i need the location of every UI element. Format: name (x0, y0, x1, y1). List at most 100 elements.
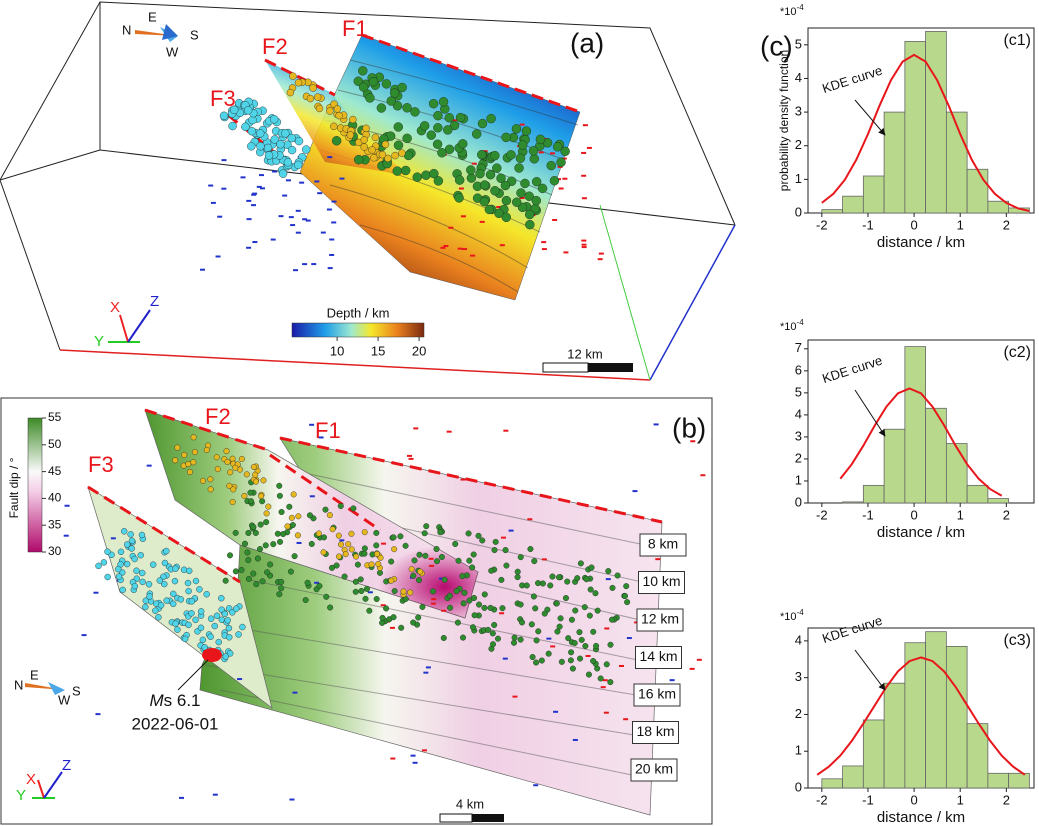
event-dot (171, 577, 179, 585)
event-dot (444, 113, 454, 123)
event-dot (368, 146, 376, 154)
event-dot (469, 564, 476, 571)
event-dot (281, 129, 290, 138)
bar (987, 200, 1010, 214)
x-tick-label: 0 (910, 217, 917, 232)
event-dot (157, 602, 165, 609)
event-dot (342, 551, 349, 558)
event-dot (519, 619, 526, 626)
panel-frame (0, 397, 713, 825)
event-dot (294, 532, 301, 539)
event-dot (475, 168, 485, 179)
event-dot (594, 607, 601, 614)
event-dot (503, 562, 510, 569)
event-dot (552, 142, 563, 152)
event-dot (466, 597, 473, 604)
event-dot (571, 640, 578, 647)
scale-bar (439, 813, 473, 823)
event-dot (491, 547, 498, 554)
event-dot (476, 601, 483, 608)
event-dot (353, 76, 364, 86)
event-dot (245, 529, 252, 536)
event-dot (458, 139, 468, 149)
event-dot (345, 541, 352, 548)
event-dot (455, 112, 466, 123)
event-dot (190, 459, 197, 466)
event-dot (475, 532, 482, 539)
event-dot (264, 569, 271, 576)
event-dot (213, 612, 221, 619)
event-dot (535, 134, 546, 145)
event-dot (459, 573, 466, 580)
event-dot (155, 614, 162, 621)
event-dot (363, 585, 370, 592)
event-dot (308, 540, 315, 547)
event-dot (517, 554, 524, 561)
event-dot (565, 635, 572, 642)
event-dot (415, 614, 422, 621)
event-dot (368, 561, 375, 568)
event-dot (609, 584, 616, 591)
multiplier: *10-4 (780, 3, 804, 18)
axis-triad: XY Z (16, 757, 71, 804)
event-dot (254, 555, 261, 562)
event-dot (568, 649, 575, 656)
event-dot (593, 642, 600, 649)
event-dot (521, 126, 532, 136)
bar (862, 175, 885, 214)
event-dot (352, 588, 359, 595)
scale-bar (542, 362, 589, 373)
event-dot (597, 675, 604, 682)
panel-label: (c3) (1003, 632, 1031, 649)
event-dot (460, 600, 467, 607)
event-dot (572, 607, 579, 614)
event-dot (262, 542, 269, 549)
event-dot (560, 146, 570, 157)
event-dot (329, 526, 336, 533)
event-dot (416, 551, 423, 558)
event-dot (365, 93, 375, 103)
event-dot (485, 626, 492, 633)
event-dot (252, 478, 259, 485)
event-dot (529, 654, 536, 661)
event-dot (400, 165, 411, 176)
event-dot (437, 148, 447, 158)
event-dot (139, 578, 146, 586)
event-dot (408, 566, 415, 573)
fault-label: F1 (342, 16, 368, 41)
event-dot (353, 553, 360, 560)
event-dot (607, 641, 614, 648)
fault-surface-f1 (299, 34, 581, 301)
bar (842, 501, 864, 504)
bar (821, 778, 843, 789)
event-dot (466, 557, 473, 564)
event-dot (207, 486, 214, 493)
event-dot (479, 180, 490, 190)
x-tick-label: -2 (816, 792, 828, 807)
event-dot (156, 577, 164, 584)
event-dot (490, 186, 500, 196)
event-dot (501, 132, 511, 143)
event-dot (378, 150, 387, 159)
event-dot (264, 151, 274, 160)
event-dot (252, 471, 259, 478)
event-dot (131, 582, 139, 590)
event-dot (368, 77, 379, 87)
event-dot (360, 136, 368, 144)
y-tick-label: 5 (795, 36, 802, 51)
event-dot (574, 575, 581, 582)
event-dot (389, 88, 400, 98)
contour-label: 8 km (648, 536, 678, 552)
event-dot (230, 105, 239, 115)
event-dot (547, 582, 554, 589)
event-dot (466, 165, 476, 175)
event-dot (511, 124, 522, 134)
event-dot (259, 578, 266, 585)
event-dot (393, 122, 403, 132)
bar (904, 642, 927, 789)
contour-label-box (639, 533, 687, 557)
event-dot (203, 446, 210, 453)
event-dot (415, 577, 422, 584)
event-dot (278, 585, 285, 592)
event-dot (588, 564, 595, 571)
